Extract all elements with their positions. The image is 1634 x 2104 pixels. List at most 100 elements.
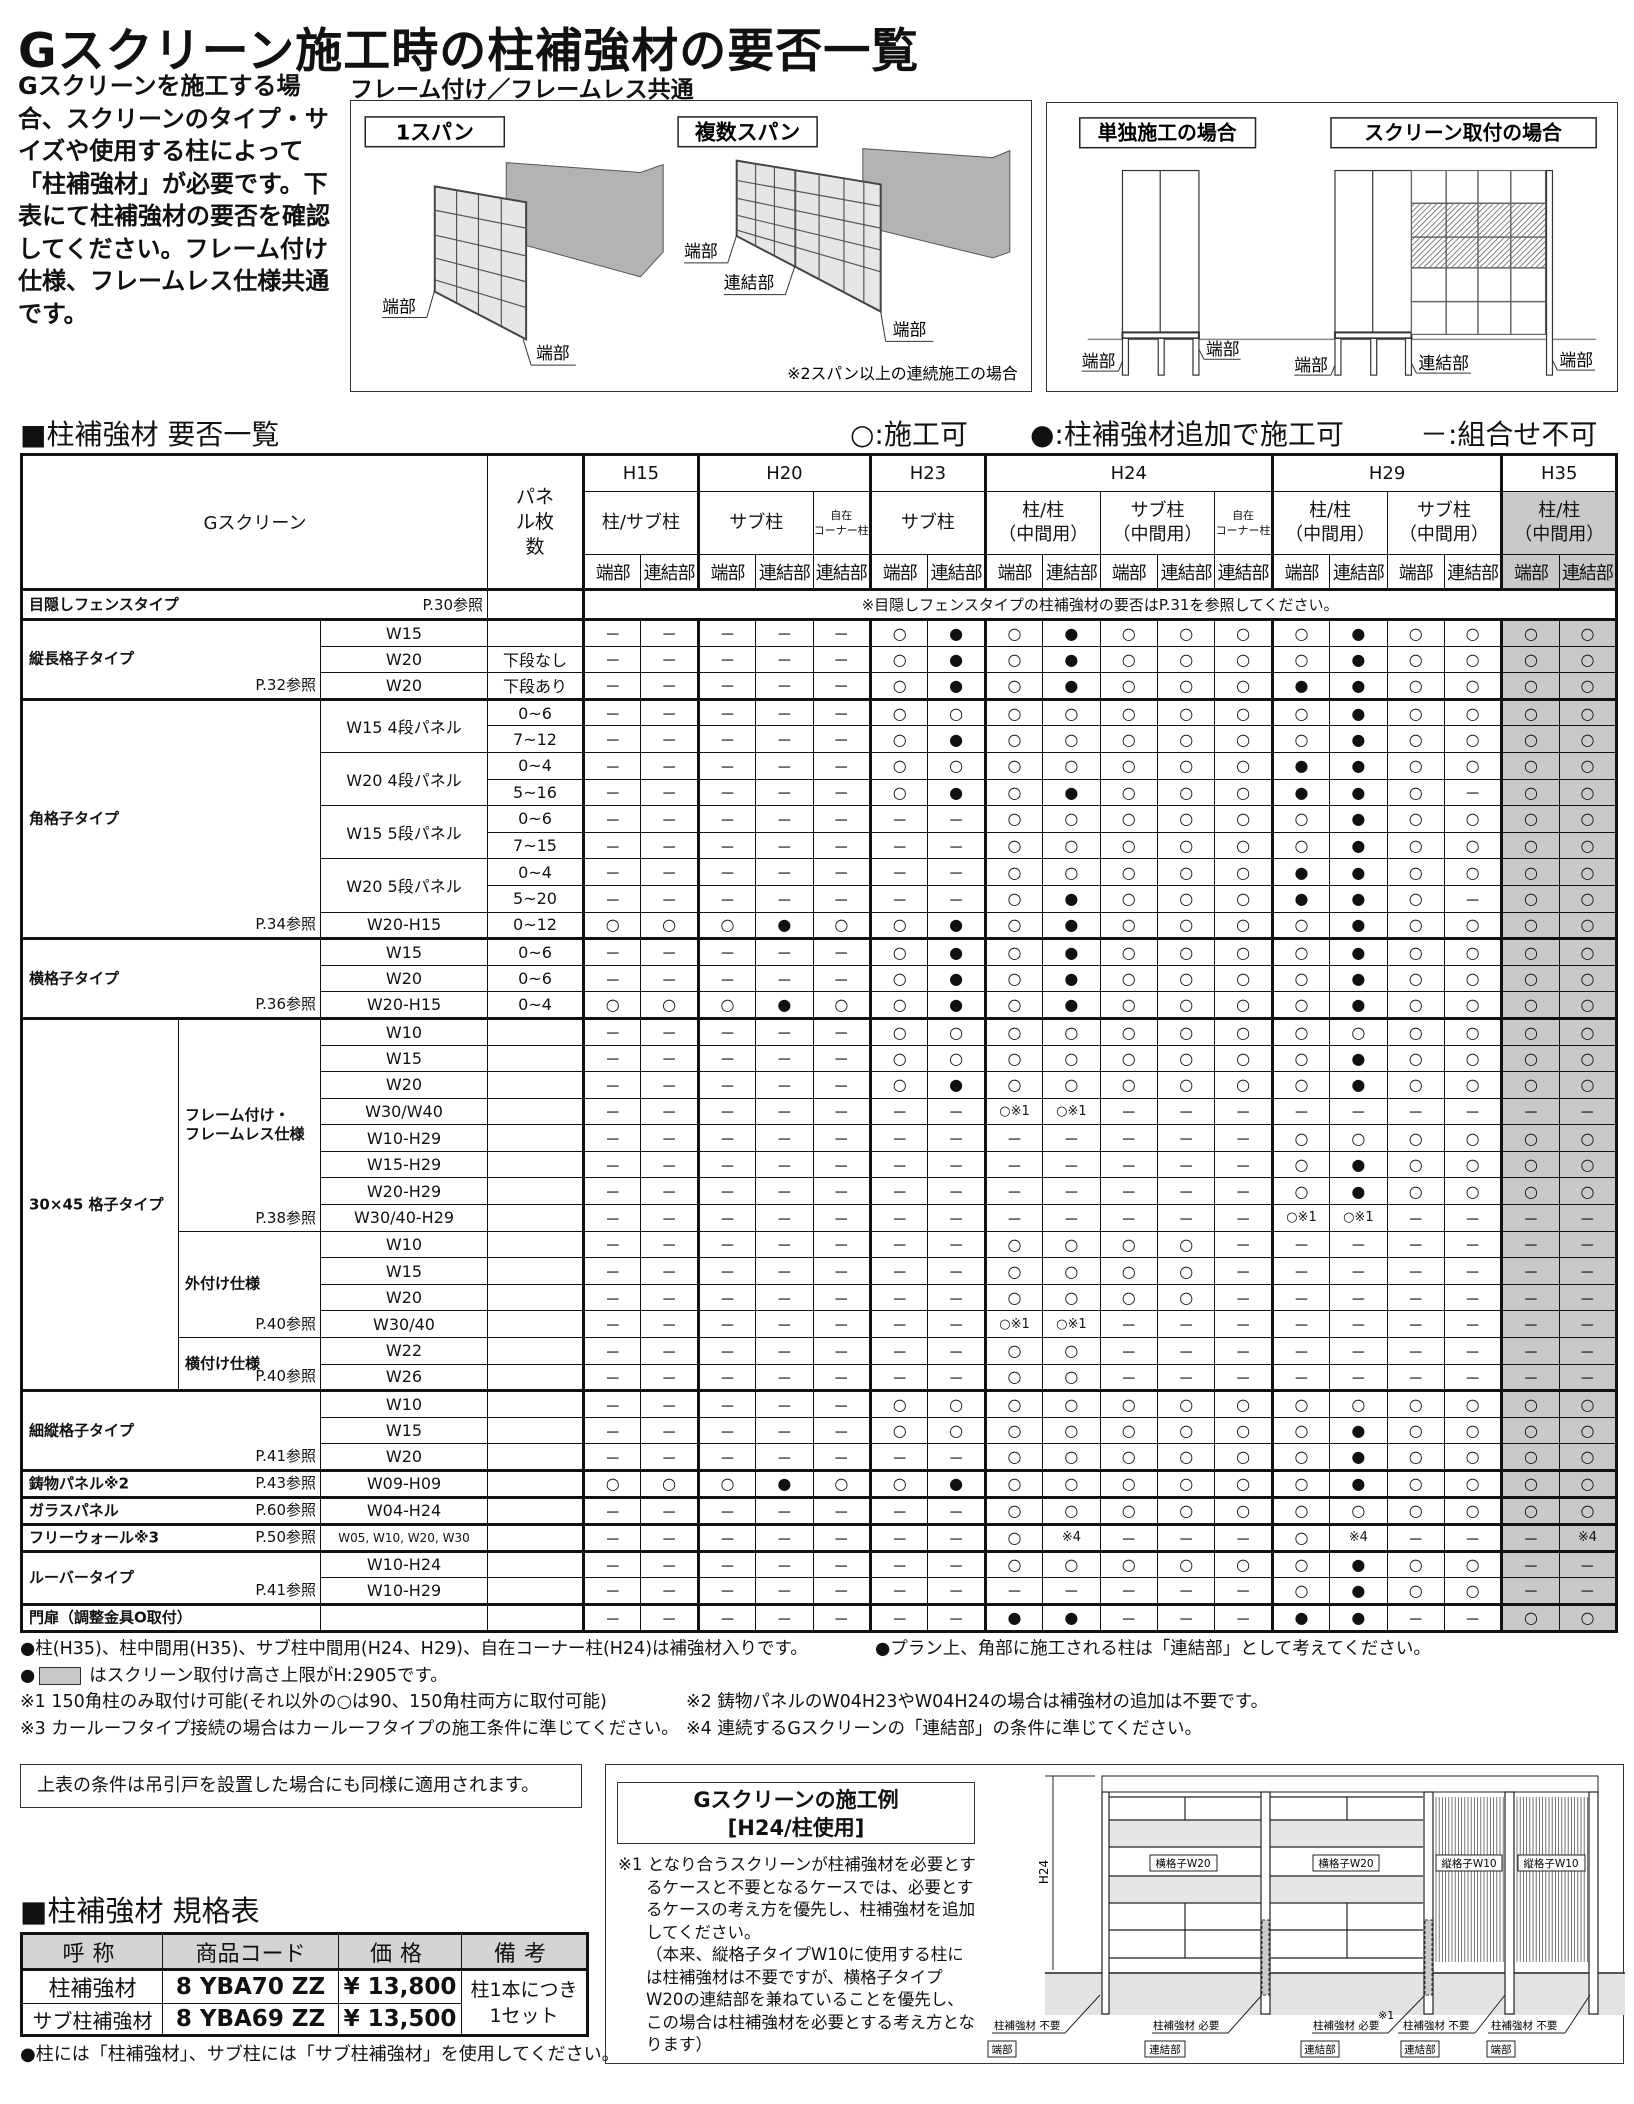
dash-mark: － [927, 1602, 986, 1632]
size-cell: W15 [319, 1257, 489, 1285]
table-row: W20 下段なし－－－－－ ○ ● ○ ● ○ ○ ○ ○ ● ○ ○ ○ ○ [22, 645, 1618, 674]
open-circle-mark: ○ [1156, 884, 1216, 913]
panel-cell [487, 1150, 585, 1179]
dash-mark: － [696, 1443, 757, 1471]
panel-cell: 0~4 [487, 858, 585, 886]
joint-label: 連結部 [724, 273, 775, 293]
dash-mark: － [696, 1071, 757, 1099]
dash-mark: － [1500, 1363, 1560, 1392]
open-circle-mark: ○ [1500, 1443, 1560, 1471]
dash-mark: － [696, 725, 757, 753]
open-circle-mark: ○ [1558, 1016, 1618, 1046]
open-circle-mark: ○ [696, 911, 757, 940]
dash-mark: － [640, 725, 699, 753]
dash-mark: － [869, 1522, 929, 1552]
header-position: 端部 [1270, 554, 1331, 591]
dash-mark: － [582, 1177, 642, 1206]
dash-mark: － [1443, 1097, 1503, 1126]
single-box [1079, 117, 1257, 149]
end-label: 端部 [684, 241, 718, 261]
dash-mark: － [755, 778, 814, 807]
header-position: 端部 [1500, 554, 1560, 591]
open-circle-mark: ○ [983, 964, 1044, 993]
open-circle-mark: ○ [1214, 937, 1273, 966]
open-circle-mark: ○ [1558, 805, 1618, 833]
open-circle-mark: ○ [1500, 964, 1560, 993]
dash-mark: － [640, 1150, 699, 1179]
dash-mark: － [1214, 1204, 1273, 1232]
panel-cell [487, 1363, 585, 1392]
dash-mark: － [696, 1337, 757, 1365]
height-label: H24 [1037, 1860, 1051, 1884]
panel-cell [487, 1443, 585, 1471]
dash-mark: － [927, 1150, 986, 1179]
panel-grid [434, 190, 527, 326]
dash-mark: － [1042, 1124, 1101, 1152]
open-circle-mark: ○ [1099, 805, 1158, 833]
dash-mark: － [1156, 1602, 1216, 1632]
dash-mark: － [640, 1337, 699, 1365]
post-figure: 単独施工の場合 スクリーン取付の場合 端部 端部 端部 連結部 端部 [1046, 102, 1618, 392]
group-cell: 目隠しフェンスタイプ P.30参照 [20, 589, 489, 620]
multi-span-box [677, 116, 818, 148]
open-circle-mark: ○ [1443, 858, 1503, 886]
panel-cell [487, 1044, 585, 1073]
dash-mark: － [1443, 1283, 1503, 1312]
open-circle-mark: ○ [1443, 964, 1503, 993]
dash-mark: － [755, 937, 814, 966]
open-circle-mark: ○ [983, 1016, 1044, 1046]
dash-mark: － [1214, 1577, 1273, 1605]
filled-circle-mark: ● [755, 1469, 814, 1498]
dash-mark: － [640, 697, 699, 727]
open-circle-mark: ○ [1386, 937, 1445, 966]
open-circle-mark: ○ [1443, 937, 1503, 966]
dash-mark: － [812, 1577, 872, 1605]
dash-mark: － [1214, 1283, 1273, 1312]
open-circle-mark: ○ [1156, 751, 1216, 780]
top-beam [1101, 1775, 1599, 1793]
open-circle-mark: ○ [1156, 831, 1216, 860]
open-circle-mark: ○ [1214, 778, 1273, 807]
open-circle-mark: ○ [1042, 725, 1101, 753]
open-circle-mark: ○ [1443, 831, 1503, 860]
open-circle-mark: ○ [869, 1071, 929, 1099]
legend-open: ○:施工可 [850, 418, 968, 451]
panel-label: 縦格子W10 [1523, 1857, 1578, 1870]
header-panel-count: パネル枚数 [487, 454, 585, 591]
open-circle-mark: ○ [983, 672, 1044, 700]
open-circle-mark: ○ [1329, 1016, 1388, 1046]
dash-mark: － [1500, 1310, 1560, 1339]
wall-shape [505, 162, 664, 278]
dash-mark: － [1042, 1177, 1101, 1206]
dash-mark: － [640, 1044, 699, 1073]
filled-circle-mark: ● [1329, 964, 1388, 993]
panel-cell [487, 1257, 585, 1285]
dash-mark: － [1443, 1602, 1503, 1632]
header-post-type: 自在 コーナー柱 [812, 491, 872, 555]
dash-mark: － [1099, 1097, 1158, 1126]
dash-mark: － [869, 1150, 929, 1179]
dash-mark: － [640, 1257, 699, 1285]
open-circle-mark: ○※1 [983, 1310, 1044, 1339]
dash-mark: － [755, 1495, 814, 1525]
size-cell: W20 [319, 672, 489, 700]
dash-mark: － [1214, 1602, 1273, 1632]
open-circle-mark: ○ [1443, 805, 1503, 833]
dash-mark: － [582, 1522, 642, 1552]
dash-mark: － [812, 672, 872, 700]
panel-cell [487, 1577, 585, 1605]
dash-mark: － [1500, 1230, 1560, 1259]
open-circle-mark: ○ [582, 1469, 642, 1498]
open-circle-mark: ○ [1386, 1016, 1445, 1046]
open-circle-mark: ○ [983, 1044, 1044, 1073]
size-cell: W20 4段パネル [319, 751, 489, 807]
open-circle-mark: ○ [1558, 1469, 1618, 1498]
open-circle-mark: ○ [1558, 1124, 1618, 1152]
dash-mark: － [869, 858, 929, 886]
dash-mark: － [927, 858, 986, 886]
filled-circle-mark: ● [1329, 778, 1388, 807]
open-circle-mark: ○ [1386, 672, 1445, 700]
filled-circle-mark: ● [1042, 991, 1101, 1019]
open-circle-mark: ○ [983, 858, 1044, 886]
dash-mark: － [640, 672, 699, 700]
